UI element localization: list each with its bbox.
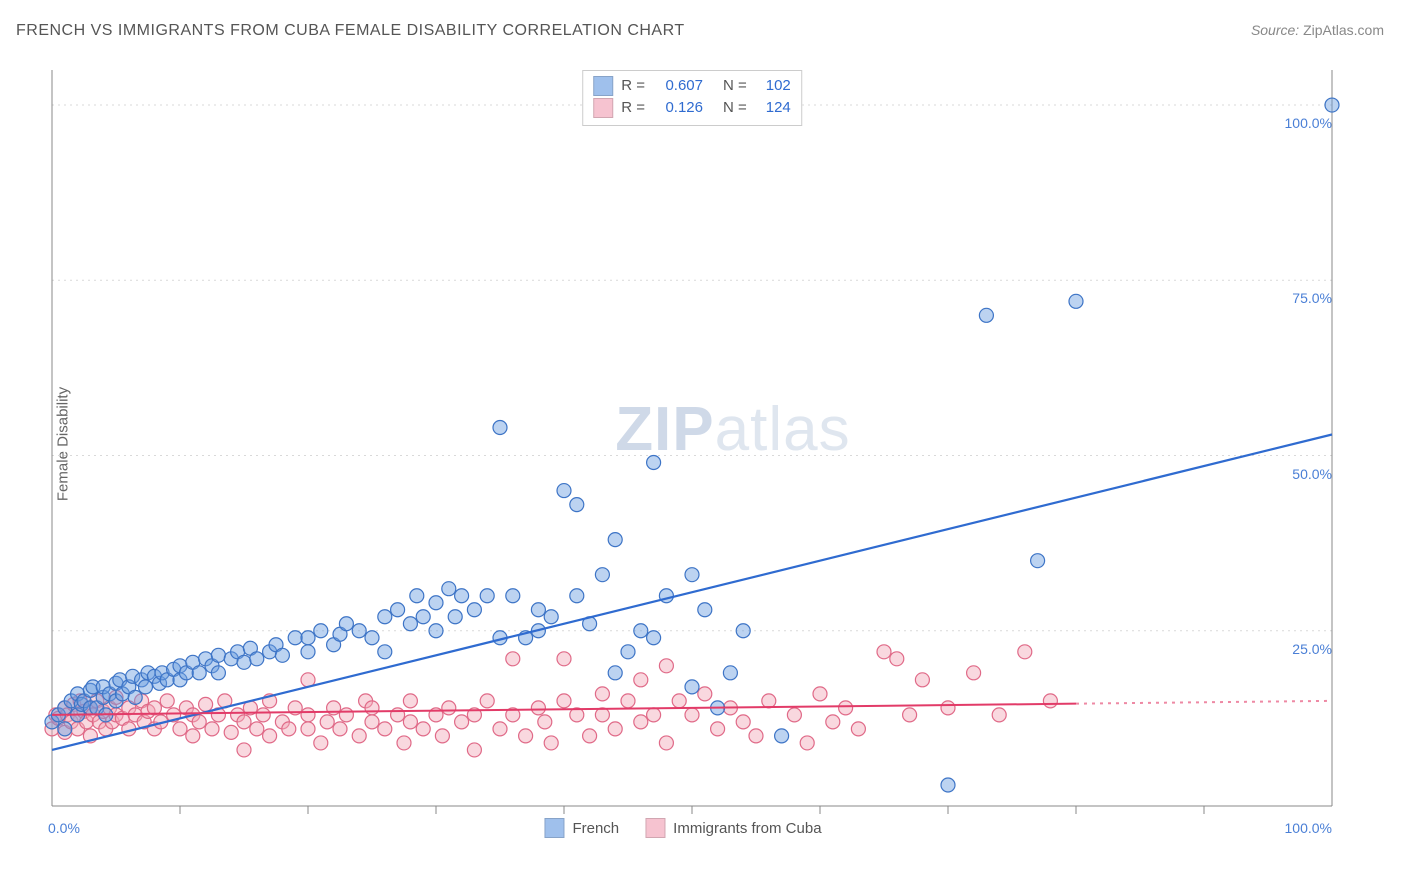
- x-tick-min: 0.0%: [48, 820, 80, 836]
- legend-series-label: Immigrants from Cuba: [673, 820, 821, 837]
- legend-n-value: 102: [755, 75, 791, 97]
- legend-swatch: [645, 818, 665, 838]
- source-value: ZipAtlas.com: [1303, 22, 1384, 38]
- legend-r-value: 0.607: [653, 75, 703, 97]
- legend-n-label: N =: [723, 75, 747, 97]
- legend-swatch: [544, 818, 564, 838]
- legend-n-label: N =: [723, 97, 747, 119]
- y-tick-label: 25.0%: [1292, 641, 1332, 657]
- legend-n-value: 124: [755, 97, 791, 119]
- legend-series: French Immigrants from Cuba: [544, 818, 839, 838]
- legend-r-label: R =: [621, 97, 645, 119]
- legend-r-value: 0.126: [653, 97, 703, 119]
- y-tick-label: 50.0%: [1292, 466, 1332, 482]
- source-label: Source:: [1251, 22, 1299, 38]
- legend-swatch: [593, 76, 613, 96]
- legend-corr-row: R = 0.607 N = 102: [593, 75, 791, 97]
- legend-swatch: [593, 98, 613, 118]
- y-tick-label: 100.0%: [1285, 115, 1332, 131]
- chart-title: FRENCH VS IMMIGRANTS FROM CUBA FEMALE DI…: [16, 22, 685, 40]
- y-tick-label: 75.0%: [1292, 290, 1332, 306]
- chart-svg: [42, 58, 1342, 830]
- legend-corr-row: R = 0.126 N = 124: [593, 97, 791, 119]
- chart-source: Source: ZipAtlas.com: [1251, 22, 1384, 38]
- legend-series-label: French: [572, 820, 619, 837]
- chart-area: Female Disability ZIPatlas R =0.607 N =1…: [42, 58, 1342, 830]
- legend-r-label: R =: [621, 75, 645, 97]
- x-tick-max: 100.0%: [1285, 820, 1332, 836]
- legend-correlation: R = 0.607 N = 102 R = 0.126 N = 124: [582, 70, 802, 126]
- chart-container: FRENCH VS IMMIGRANTS FROM CUBA FEMALE DI…: [0, 0, 1406, 892]
